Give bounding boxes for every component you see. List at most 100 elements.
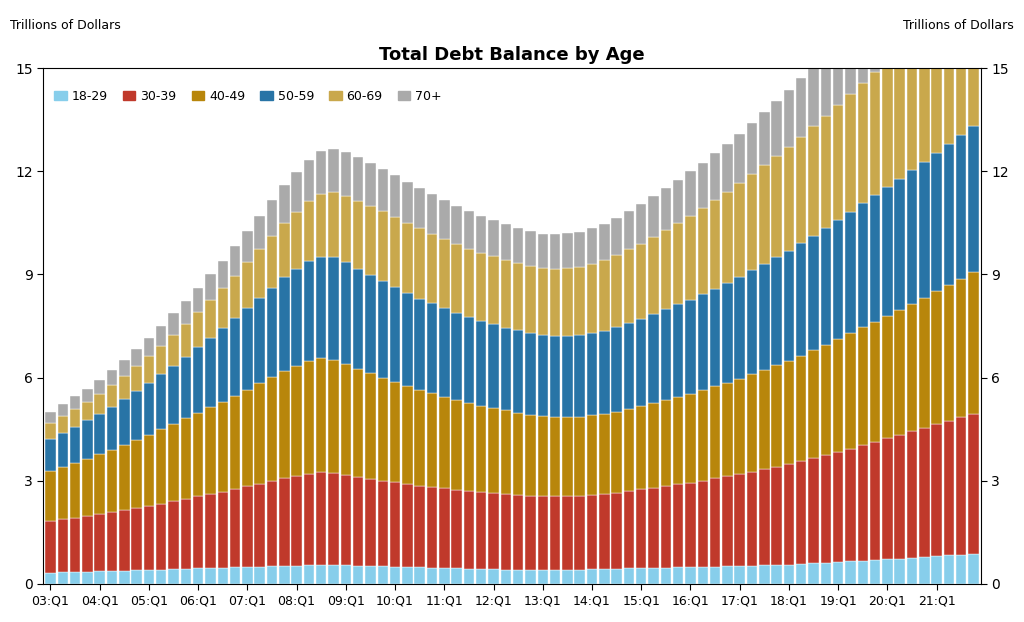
Bar <box>513 494 523 570</box>
Bar <box>427 393 437 487</box>
Bar <box>869 322 881 442</box>
Bar <box>45 471 55 521</box>
Bar <box>266 377 278 481</box>
Bar <box>304 565 314 583</box>
Bar <box>156 346 167 374</box>
Bar <box>131 508 141 570</box>
Bar <box>217 568 228 583</box>
Bar <box>550 234 560 269</box>
Bar <box>254 298 265 383</box>
Bar <box>759 264 770 369</box>
Bar <box>820 54 831 116</box>
Bar <box>883 187 893 316</box>
Bar <box>57 433 68 467</box>
Bar <box>427 568 437 583</box>
Bar <box>476 569 486 583</box>
Bar <box>697 162 708 208</box>
Bar <box>439 568 450 583</box>
Bar <box>390 287 400 382</box>
Bar <box>895 179 905 310</box>
Bar <box>710 289 720 386</box>
Bar <box>857 203 868 327</box>
Bar <box>193 412 204 496</box>
Bar <box>390 382 400 482</box>
Bar <box>180 499 191 569</box>
Bar <box>636 406 646 490</box>
Bar <box>587 264 597 333</box>
Bar <box>341 262 351 364</box>
Bar <box>70 463 80 518</box>
Bar <box>550 570 560 583</box>
Bar <box>156 570 167 583</box>
Bar <box>119 445 129 510</box>
Bar <box>944 555 954 583</box>
Bar <box>292 566 302 583</box>
Bar <box>304 261 314 361</box>
Bar <box>378 211 388 281</box>
Bar <box>944 2 954 144</box>
Bar <box>390 175 400 217</box>
Bar <box>710 153 720 200</box>
Bar <box>673 567 683 583</box>
Bar <box>956 417 967 555</box>
Bar <box>329 565 339 583</box>
Bar <box>439 488 450 568</box>
Bar <box>304 202 314 261</box>
Bar <box>94 455 104 514</box>
Bar <box>587 494 597 569</box>
Bar <box>464 317 474 403</box>
Bar <box>266 481 278 567</box>
Bar <box>624 323 634 409</box>
Bar <box>869 2 881 72</box>
Bar <box>193 288 204 312</box>
Bar <box>611 569 622 583</box>
Bar <box>476 216 486 253</box>
Bar <box>94 379 104 394</box>
Bar <box>341 475 351 565</box>
Bar <box>636 319 646 406</box>
Bar <box>783 465 795 565</box>
Bar <box>525 266 536 333</box>
Bar <box>956 135 967 279</box>
Bar <box>648 196 658 237</box>
Bar <box>759 165 770 264</box>
Bar <box>895 435 905 559</box>
Bar <box>808 458 819 564</box>
Bar <box>808 67 819 126</box>
Bar <box>415 228 425 299</box>
Bar <box>648 403 658 488</box>
Bar <box>168 366 179 424</box>
Bar <box>660 230 671 309</box>
Bar <box>833 105 844 220</box>
Bar <box>452 400 462 490</box>
Bar <box>808 350 819 458</box>
Bar <box>168 335 179 366</box>
Bar <box>70 427 80 463</box>
Bar <box>501 328 511 411</box>
Bar <box>341 152 351 195</box>
Bar <box>341 565 351 583</box>
Bar <box>106 370 117 385</box>
Bar <box>685 172 695 216</box>
Bar <box>476 321 486 406</box>
Bar <box>464 211 474 249</box>
Bar <box>329 149 339 192</box>
Bar <box>538 570 548 583</box>
Bar <box>685 483 695 567</box>
Bar <box>920 162 930 297</box>
Bar <box>366 479 376 566</box>
Bar <box>907 558 918 583</box>
Bar <box>673 397 683 485</box>
Bar <box>70 518 80 572</box>
Bar <box>710 478 720 567</box>
Bar <box>143 506 155 570</box>
Bar <box>599 331 609 414</box>
Bar <box>439 308 450 397</box>
Bar <box>402 484 413 567</box>
Bar <box>525 333 536 415</box>
Bar <box>378 281 388 378</box>
Bar <box>266 287 278 377</box>
Bar <box>366 275 376 373</box>
Bar <box>932 424 942 556</box>
Bar <box>229 567 241 583</box>
